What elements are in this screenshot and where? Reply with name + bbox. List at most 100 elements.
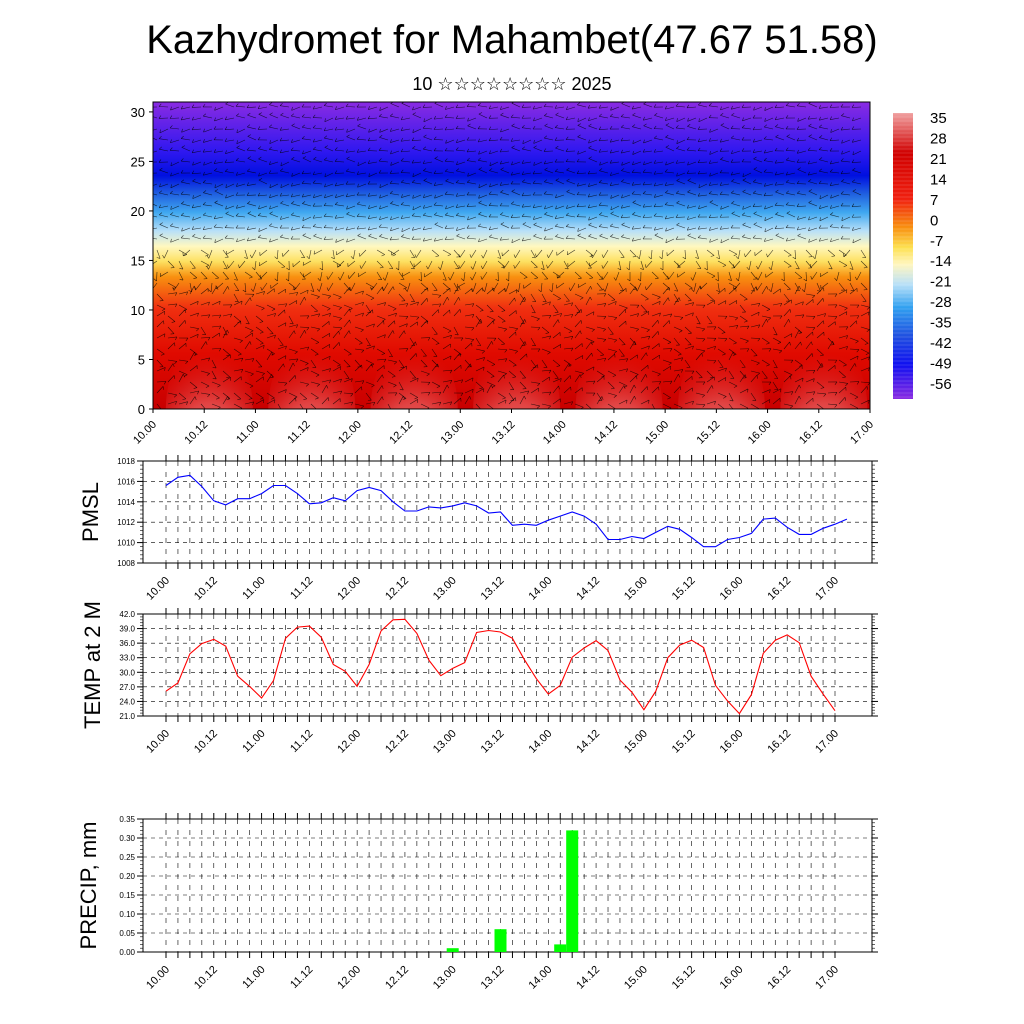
- wind-barb: [244, 370, 254, 375]
- wind-barb: [519, 297, 525, 306]
- wind-barb-flag: [613, 277, 617, 281]
- wind-barb-flag: [796, 190, 800, 194]
- wind-barb: [786, 172, 796, 176]
- wind-barb: [156, 293, 164, 301]
- wind-barb-flag: [634, 396, 637, 400]
- wind-barb: [357, 117, 367, 121]
- wind-barb: [319, 282, 323, 292]
- wind-barb: [222, 249, 229, 258]
- wind-barb: [335, 204, 345, 207]
- wind-barb-flag: [719, 182, 722, 186]
- wind-barb-flag: [180, 135, 184, 139]
- wind-barb-flag: [720, 106, 722, 110]
- wind-barb: [324, 147, 334, 152]
- wind-barb-flag: [305, 363, 309, 366]
- wind-barb-flag: [184, 374, 188, 377]
- wind-barb-flag: [345, 226, 348, 231]
- wind-barb-flag: [206, 255, 210, 259]
- wind-barb: [159, 214, 169, 218]
- wind-barb: [827, 260, 833, 270]
- wind-barb: [814, 249, 818, 259]
- wind-barb-flag: [312, 223, 316, 227]
- wind-barb-flag: [566, 205, 568, 209]
- wind-barb: [530, 364, 538, 372]
- wind-barb: [332, 260, 341, 266]
- wind-barb: [709, 139, 719, 142]
- wind-barb: [200, 370, 210, 374]
- wind-barb: [618, 249, 625, 258]
- wind-barb-flag: [148, 170, 150, 173]
- wind-barb: [585, 260, 592, 269]
- wind-barb-flag: [688, 287, 693, 290]
- wind-barb: [178, 260, 184, 270]
- wind-barb-flag: [686, 136, 690, 140]
- wind-barb: [577, 205, 587, 208]
- wind-barb: [643, 161, 653, 166]
- wind-barb-flag: [589, 296, 592, 301]
- wind-barb-flag: [808, 238, 810, 243]
- wind-barb: [222, 260, 228, 270]
- wind-barb-flag: [524, 297, 527, 301]
- wind-barb: [346, 170, 356, 174]
- wind-barb: [775, 161, 785, 164]
- wind-barb-flag: [579, 374, 582, 378]
- x-tick-label: 16.00: [746, 419, 774, 447]
- wind-barb: [332, 342, 340, 350]
- colorbar-label: -14: [930, 253, 952, 270]
- wind-barb: [225, 103, 235, 108]
- wind-barb-flag: [334, 201, 338, 205]
- wind-barb-flag: [745, 340, 749, 344]
- wind-barb: [181, 181, 191, 185]
- wind-barb: [640, 311, 649, 317]
- wind-barb: [189, 396, 196, 405]
- wind-barb: [676, 172, 686, 177]
- wind-barb-flag: [702, 305, 706, 309]
- wind-barb-flag: [532, 180, 536, 184]
- wind-barb-flag: [400, 138, 403, 142]
- wind-barb: [203, 172, 213, 176]
- wind-barb: [200, 357, 210, 361]
- wind-barb-flag: [613, 339, 617, 343]
- wind-barb-flag: [351, 378, 353, 383]
- wind-barb-flag: [741, 158, 745, 163]
- wind-barb-flag: [719, 138, 722, 143]
- wind-barb: [797, 139, 807, 142]
- wind-barb: [717, 348, 726, 355]
- wind-barb: [841, 193, 851, 196]
- wind-barb: [599, 150, 609, 153]
- wind-barb: [431, 381, 441, 387]
- wind-barb: [651, 293, 661, 298]
- wind-barb-flag: [763, 136, 767, 140]
- wind-barb-flag: [414, 254, 417, 258]
- wind-barb: [233, 271, 238, 281]
- wind-barb-flag: [290, 193, 293, 198]
- wind-barb-flag: [433, 182, 436, 186]
- wind-barb-flag: [636, 256, 640, 260]
- wind-barb-flag: [570, 347, 574, 352]
- wind-barb: [423, 170, 433, 174]
- wind-barb-flag: [676, 222, 680, 226]
- wind-barb: [503, 260, 510, 269]
- x-tick-label: 13.12: [479, 728, 507, 756]
- wind-barb: [387, 403, 392, 409]
- wind-barb: [478, 213, 488, 218]
- wind-barb: [332, 330, 339, 339]
- wind-barb-flag: [631, 169, 635, 173]
- wind-barb-flag: [338, 276, 341, 281]
- wind-barb: [302, 126, 312, 130]
- wind-barb-flag: [577, 227, 579, 232]
- wind-barb: [673, 315, 683, 318]
- colorbar-label: -49: [930, 356, 952, 373]
- wind-barb-flag: [654, 113, 658, 116]
- wind-barb-flag: [438, 295, 442, 299]
- wind-barb: [280, 202, 290, 207]
- wind-barb: [236, 205, 246, 209]
- wind-barb: [156, 367, 166, 372]
- wind-barb: [684, 376, 693, 383]
- wind-barb-flag: [601, 375, 605, 378]
- wind-barb-flag: [329, 379, 332, 384]
- wind-barb: [816, 363, 823, 372]
- wind-barb: [178, 392, 187, 400]
- wind-barb-flag: [538, 289, 542, 293]
- wind-barb-flag: [840, 104, 844, 108]
